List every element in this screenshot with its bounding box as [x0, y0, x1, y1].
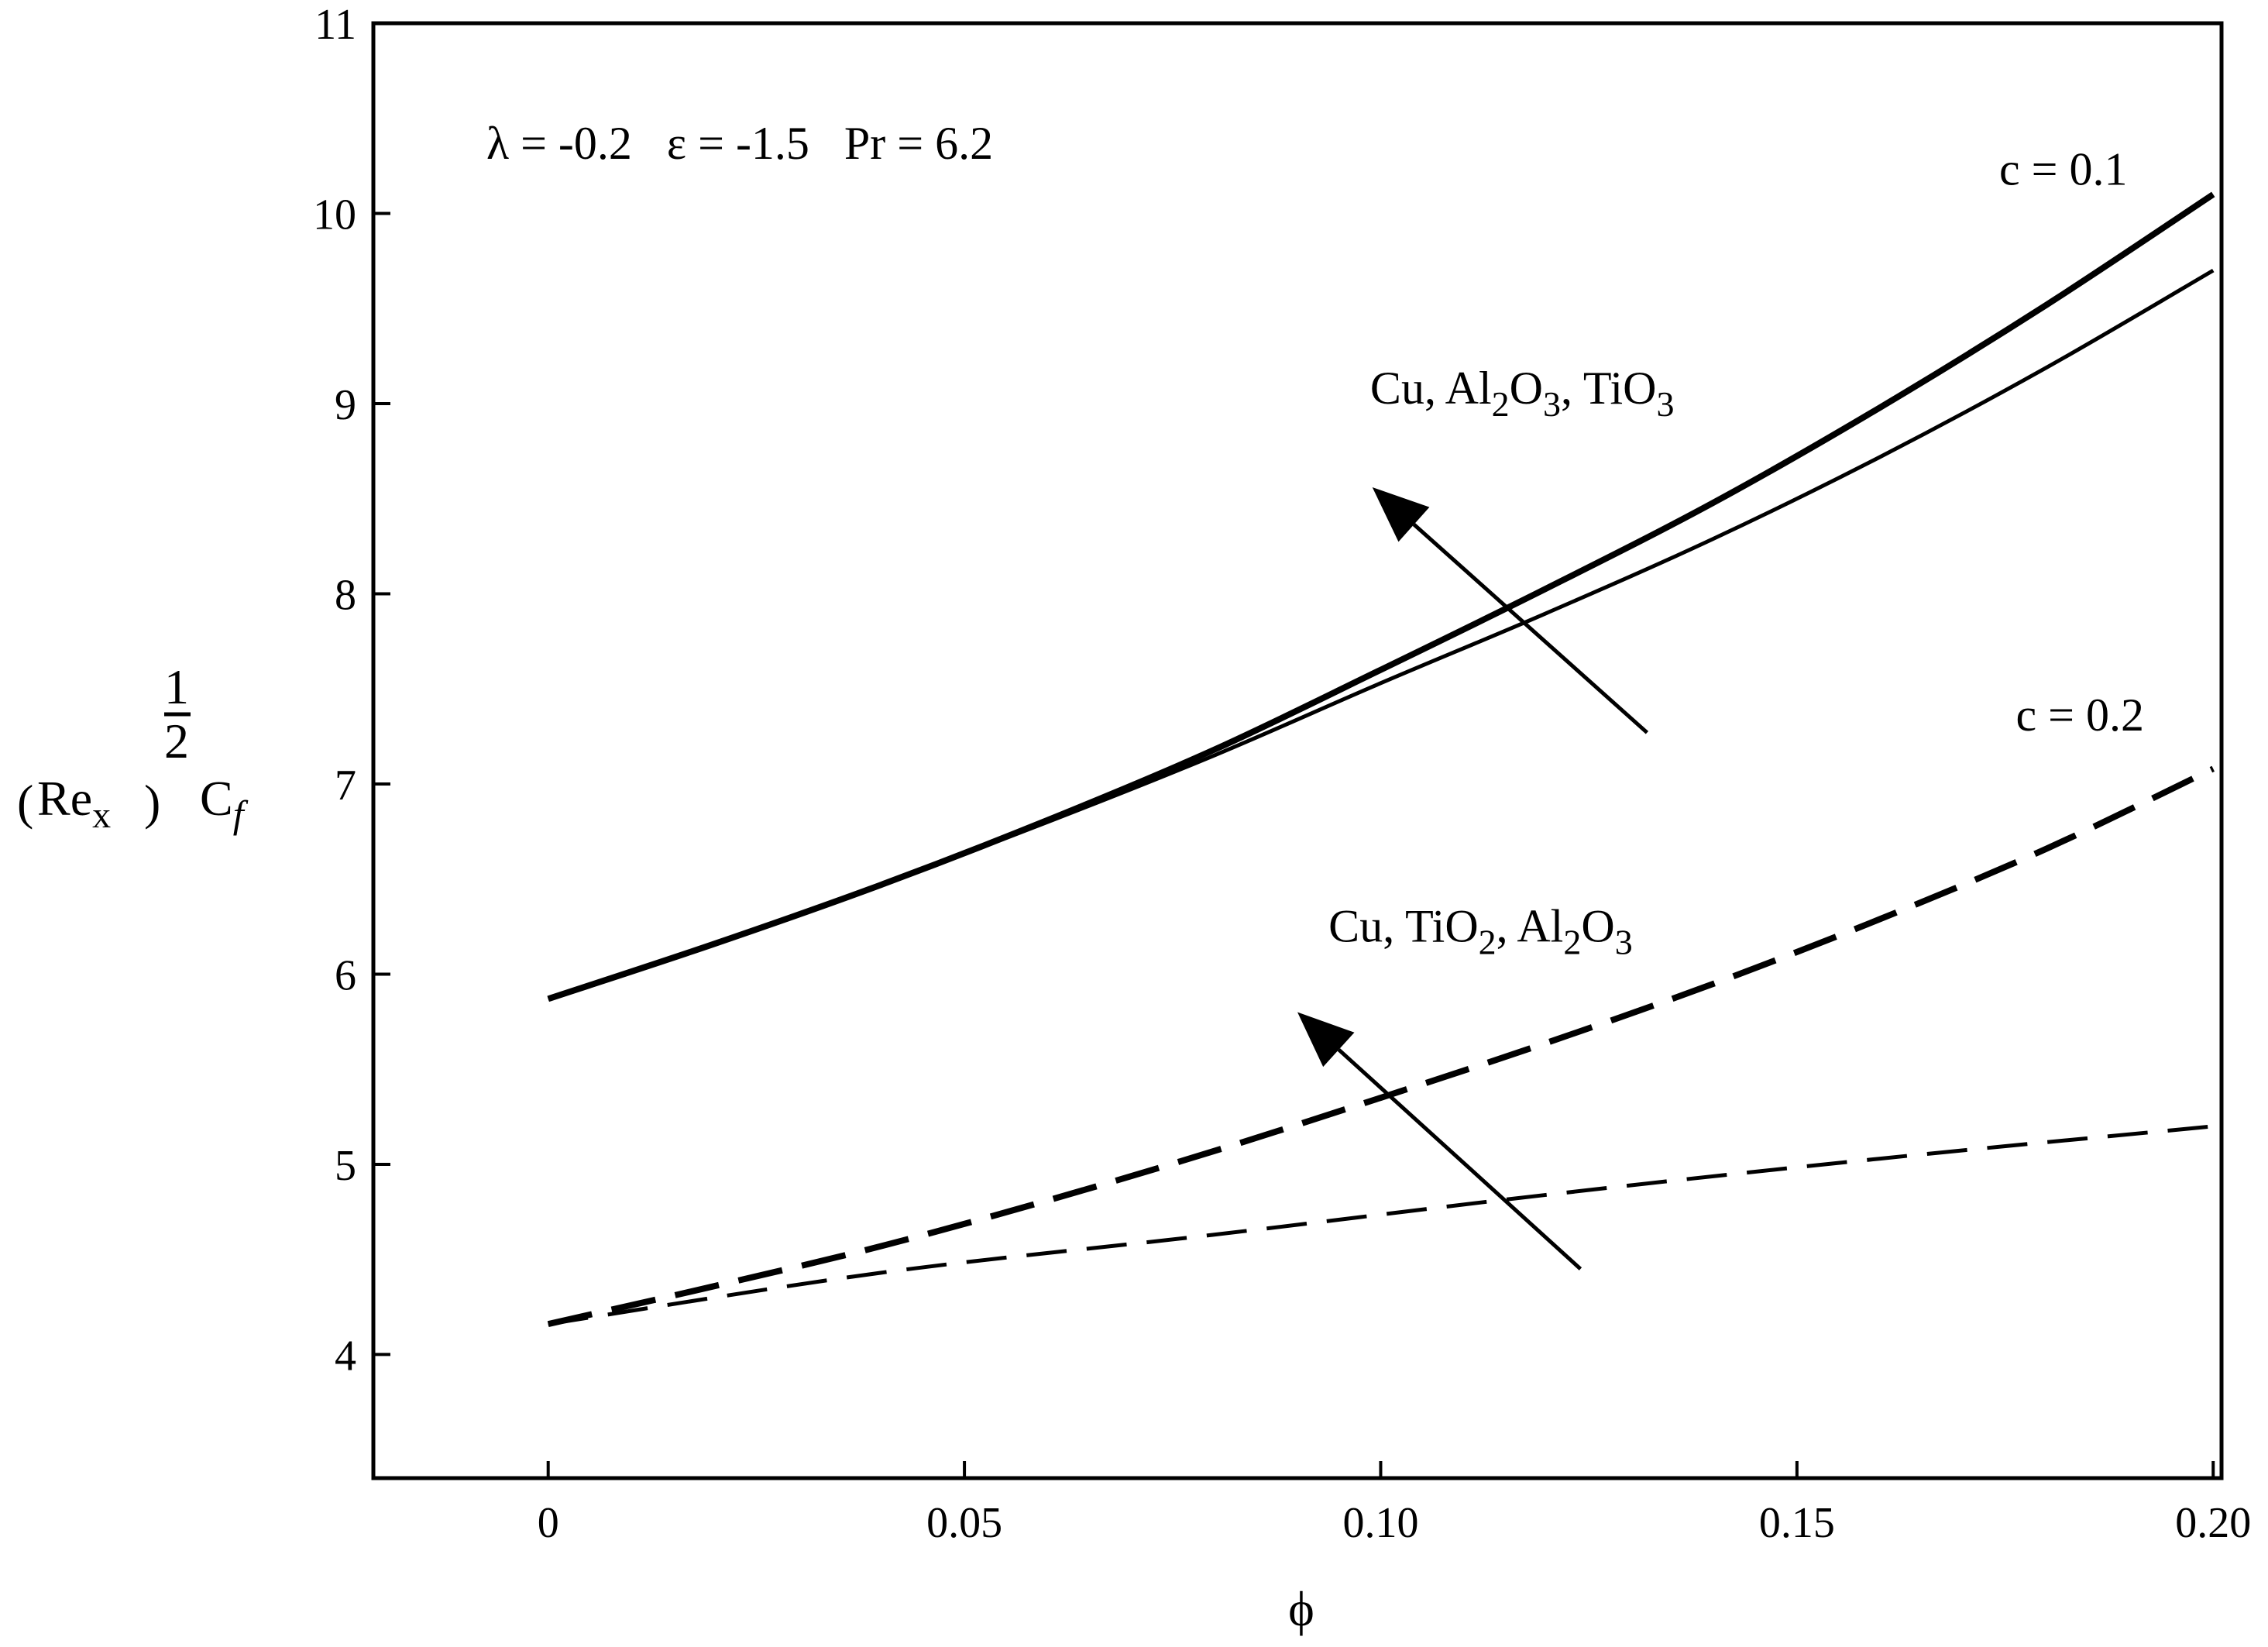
curves-layer: [547, 191, 2215, 1328]
arrow-label-lower: Cu, TiO2, Al2O3: [1328, 901, 1633, 962]
y-tick-label-3: 7: [335, 762, 356, 810]
y-label-prefix: Rex: [37, 771, 111, 836]
y-label-paren-close: ): [144, 775, 160, 830]
x-axis-label: ϕ: [1288, 1581, 1314, 1636]
arrow-label-upper-part-1: 2: [1492, 384, 1510, 424]
y-tick-label-7: 11: [314, 1, 356, 49]
arrow-shaft-0: [1412, 523, 1649, 734]
arrow-label-lower-part-0: Cu, TiO: [1328, 901, 1478, 952]
y-axis-label: ( Rex ) 1 2 Cf: [17, 659, 249, 836]
arrows-layer: [1297, 487, 1649, 1270]
arrow-label-upper: Cu, Al2O3, TiO3: [1370, 363, 1675, 424]
arrow-label-lower-part-3: 2: [1563, 923, 1581, 962]
y-tick-label-1: 5: [335, 1142, 356, 1190]
y-tick-label-5: 9: [335, 381, 356, 429]
arrow-label-lower-part-2: , Al: [1497, 901, 1564, 952]
y-label-exponent-numerator: 1: [164, 659, 189, 714]
y-tick-label-6: 10: [313, 191, 356, 239]
y-label-paren-open: (: [17, 775, 33, 830]
y-tick-label-4: 8: [335, 571, 356, 619]
arrow-head-0: [1372, 487, 1430, 542]
arrow-label-upper-part-4: , TiO: [1561, 363, 1656, 414]
series-line-1: [547, 268, 2215, 1001]
y-tick-label-2: 6: [335, 951, 356, 999]
y-tick-label-0: 4: [335, 1332, 356, 1380]
parameters-label: λ = -0.2 ε = -1.5 Pr = 6.2: [486, 118, 993, 169]
arrow-shaft-1: [1337, 1048, 1582, 1270]
x-tick-label-2: 0.10: [1342, 1499, 1418, 1547]
axis-ticks: 0 0.05 0.10 0.15 0.20 4 5 6 7 8 9 10 11: [313, 1, 2251, 1547]
x-tick-label-1: 0.05: [926, 1499, 1002, 1547]
arrow-head-1: [1297, 1012, 1355, 1068]
plot-frame: [371, 21, 2224, 1480]
arrow-label-upper-part-0: Cu, Al: [1370, 363, 1492, 414]
arrow-label-upper-part-3: 3: [1543, 384, 1561, 424]
arrow-label-lower-part-5: 3: [1615, 923, 1633, 962]
x-tick-label-0: 0: [538, 1499, 559, 1547]
x-tick-label-4: 0.20: [2175, 1499, 2251, 1547]
arrow-label-upper-part-2: O: [1510, 363, 1543, 414]
arrow-label-lower-part-4: O: [1581, 901, 1614, 952]
series-line-2: [547, 765, 2215, 1328]
x-tick-label-3: 0.15: [1759, 1499, 1835, 1547]
annotation-c-0.1: c = 0.1: [1999, 144, 2127, 195]
arrow-label-lower-part-1: 2: [1479, 923, 1497, 962]
arrow-label-upper-part-5: 3: [1656, 384, 1674, 424]
y-label-exponent-denominator: 2: [164, 713, 189, 768]
series-line-3: [548, 1124, 2214, 1326]
annotation-c-0.2: c = 0.2: [2016, 689, 2144, 741]
